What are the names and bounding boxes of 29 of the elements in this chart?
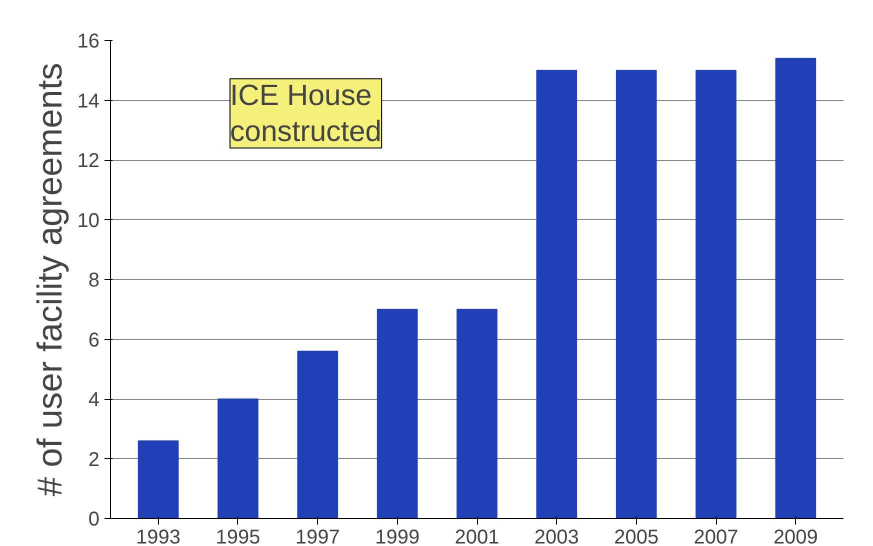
y-tick-label: 2: [88, 448, 100, 471]
x-tick-label: 1999: [375, 526, 420, 546]
x-tick-label: 2005: [614, 526, 659, 546]
x-tick-label: 2003: [534, 526, 579, 546]
y-tick-label: 6: [88, 329, 100, 352]
y-tick-label: 0: [88, 508, 100, 530]
bar: [696, 70, 736, 518]
y-tick-label: 4: [88, 389, 100, 411]
bar: [536, 70, 578, 518]
y-tick-label: 8: [88, 270, 100, 292]
x-tick-label: 2001: [454, 526, 500, 546]
annotation: ICE House constructed: [230, 78, 382, 148]
y-axis-title: # of user facility agreements: [31, 62, 70, 496]
y-tick-label: 16: [77, 30, 100, 52]
x-tick-label: 2007: [694, 526, 738, 546]
x-tick-label: 1995: [216, 526, 260, 546]
y-tick-label: 10: [77, 210, 100, 232]
x-tick-label: 1993: [136, 526, 181, 546]
bar: [297, 350, 338, 518]
bar: [376, 308, 418, 518]
y-tick-label: 12: [77, 150, 100, 172]
y-tick-label: 14: [77, 90, 100, 112]
bar: [775, 58, 816, 518]
bar: [138, 440, 179, 518]
x-tick-label: 2009: [773, 526, 818, 546]
bar: [616, 70, 657, 518]
x-tick-label: 1997: [295, 526, 340, 546]
bar: [456, 308, 498, 518]
bar: [218, 398, 258, 518]
